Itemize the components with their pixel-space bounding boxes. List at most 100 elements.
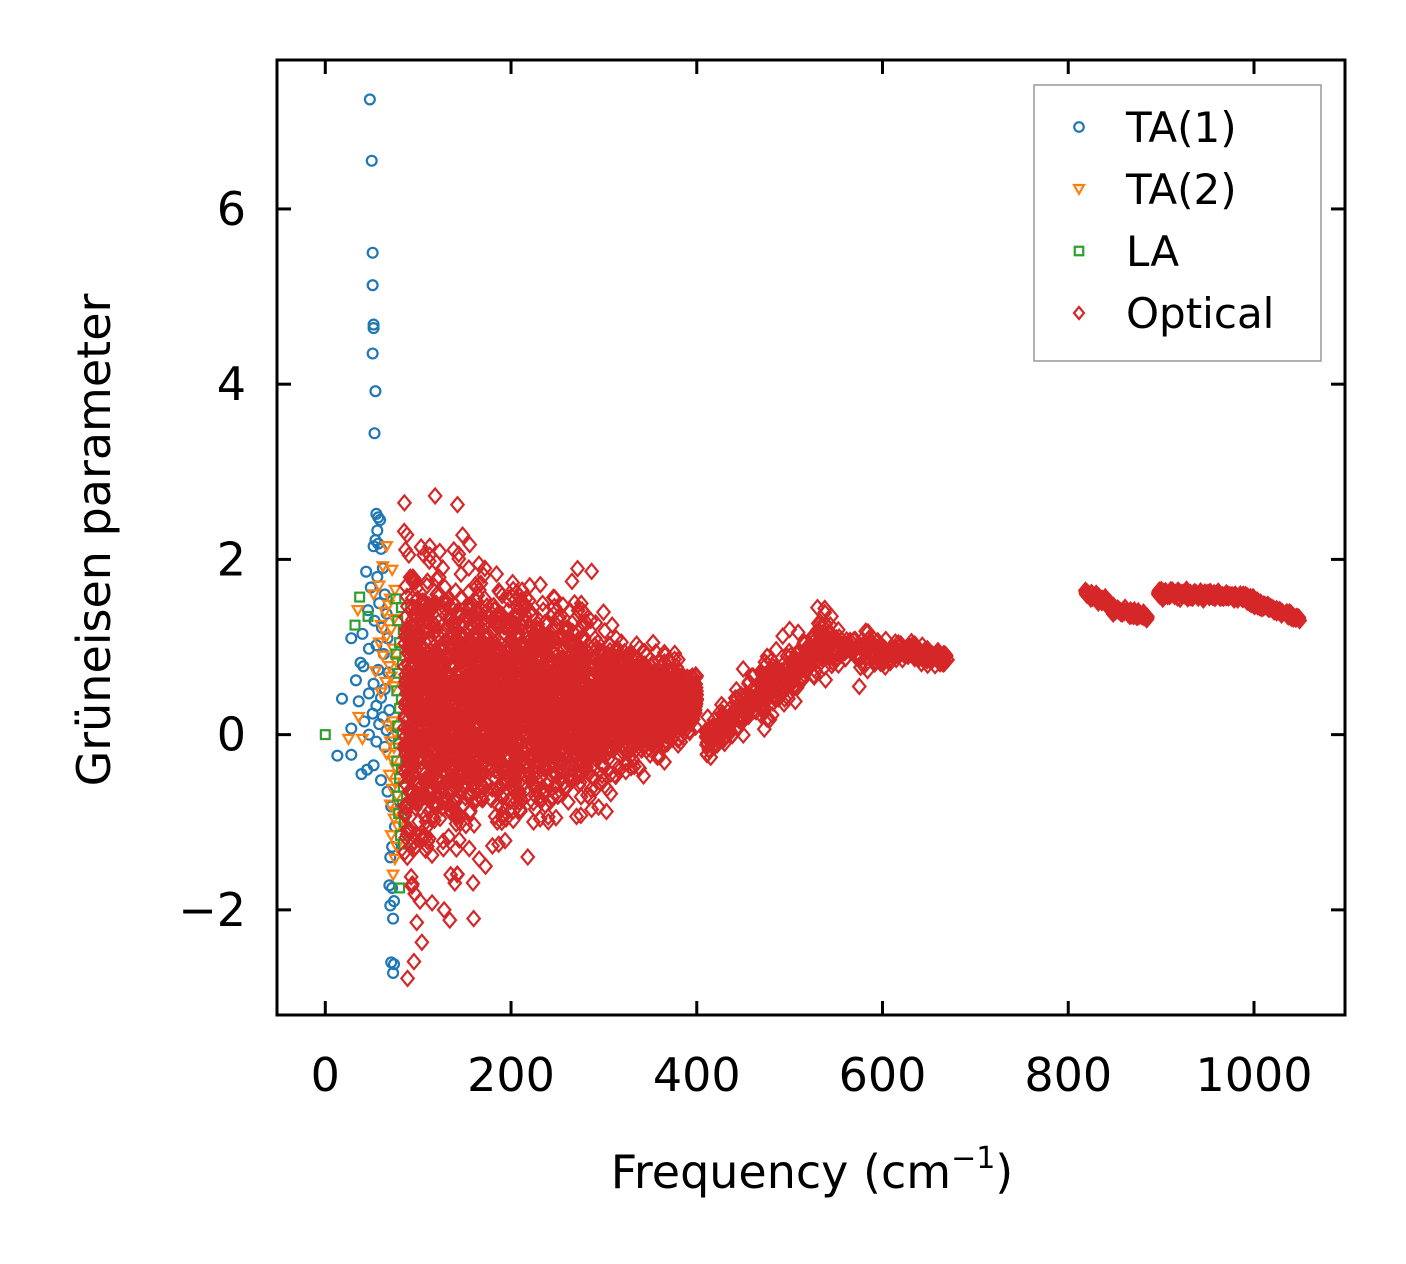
- optical-cluster-point: [481, 672, 497, 691]
- optical-cluster-point: [551, 675, 568, 695]
- optical-cluster-point: [756, 701, 772, 721]
- ta-1-point: [362, 642, 375, 655]
- optical-cluster-point: [592, 703, 608, 722]
- ta-1-point: [365, 154, 378, 167]
- optical-cluster-point: [493, 648, 509, 668]
- ta-1-point: [367, 540, 380, 553]
- optical-cluster-point: [457, 697, 474, 716]
- optical-cluster-point: [583, 562, 600, 581]
- ta-2-point: [355, 733, 370, 747]
- optical-cluster-point: [462, 801, 478, 820]
- ta-2-point: [351, 711, 366, 725]
- optical-cluster-point: [453, 629, 469, 648]
- optical-cluster-point: [589, 703, 605, 723]
- optical-cluster-point: [406, 598, 422, 617]
- optical-cluster-point: [571, 742, 587, 761]
- optical-cluster-point: [458, 816, 474, 835]
- ta-2-point: [350, 604, 365, 618]
- optical-cluster-point: [452, 741, 469, 760]
- optical-cluster-point: [399, 643, 416, 662]
- optical-cluster-point: [604, 616, 620, 635]
- optical-cluster-point: [441, 827, 457, 846]
- optical-cluster-point: [537, 796, 553, 815]
- optical-cluster-point: [465, 695, 482, 714]
- optical-cluster-point: [699, 745, 715, 764]
- optical-cluster-point: [429, 731, 446, 751]
- optical-cluster-point: [439, 734, 456, 753]
- optical-cluster-point: [789, 645, 805, 664]
- optical-cluster-point: [594, 655, 610, 674]
- ta-1-point: [369, 385, 382, 398]
- optical-cluster-point: [594, 766, 610, 785]
- optical-cluster-point: [511, 782, 528, 802]
- optical-cluster-point: [406, 686, 423, 705]
- optical-cluster-point: [618, 710, 635, 729]
- optical-cluster-point: [450, 764, 466, 784]
- optical-cluster-point: [451, 680, 468, 700]
- ta-2-point: [382, 661, 397, 674]
- optical-cluster-point: [930, 644, 946, 664]
- optical-cluster-point: [462, 535, 478, 554]
- optical-cluster-point: [557, 778, 573, 797]
- optical-cluster-point: [581, 788, 598, 807]
- optical-cluster-point: [508, 627, 525, 647]
- optical-cluster-point: [423, 616, 440, 636]
- ta-1-point: [371, 570, 384, 583]
- optical-cluster-point: [607, 765, 623, 785]
- optical-cluster-point: [890, 633, 906, 653]
- optical-cluster-point: [399, 587, 415, 606]
- ta-1-point: [374, 513, 387, 527]
- optical-cluster-point: [554, 652, 571, 672]
- optical-cluster-point: [524, 672, 540, 691]
- ta-1-point: [384, 899, 397, 912]
- optical-cluster-point: [681, 669, 697, 688]
- optical-cluster-point: [632, 638, 648, 658]
- optical-cluster-point: [410, 710, 426, 729]
- ta-2-point: [366, 589, 381, 602]
- optical-cluster-point: [774, 679, 790, 698]
- optical-cluster-point: [403, 703, 419, 722]
- optical-cluster-point: [536, 742, 552, 762]
- ta-2-point: [383, 799, 398, 812]
- optical-cluster-point: [487, 807, 503, 826]
- optical-cluster-point: [480, 697, 496, 717]
- optical-cluster-point: [713, 695, 730, 714]
- optical-cluster-point: [508, 724, 524, 743]
- optical-cluster-point: [397, 806, 413, 825]
- optical-cluster-point: [406, 952, 422, 971]
- optical-cluster-point: [403, 724, 419, 743]
- optical-cluster-point: [592, 773, 608, 792]
- optical-cluster-point: [626, 688, 642, 708]
- optical-cluster-point: [919, 651, 935, 670]
- optical-cluster-point: [453, 760, 469, 779]
- la-point: [362, 610, 374, 622]
- optical-cluster-point: [614, 677, 630, 697]
- optical-cluster-point: [553, 690, 570, 709]
- optical-cluster-point: [806, 646, 822, 666]
- optical-cluster-point: [574, 706, 591, 726]
- optical-cluster-point: [405, 750, 421, 770]
- optical-cluster-point: [517, 605, 533, 624]
- series-optical: [396, 486, 1308, 988]
- optical-cluster-point: [645, 683, 661, 702]
- optical-cluster-point: [540, 812, 556, 831]
- optical-cluster-point: [585, 653, 601, 673]
- optical-cluster-point: [397, 672, 414, 691]
- optical-cluster-point: [399, 848, 415, 867]
- ta-1-point: [386, 881, 399, 894]
- optical-cluster-point: [471, 555, 487, 574]
- optical-cluster-point: [518, 641, 535, 660]
- optical-cluster-point: [1205, 585, 1221, 604]
- optical-cluster-point: [561, 697, 578, 717]
- optical-cluster-point: [517, 765, 533, 785]
- optical-cluster-point: [433, 733, 449, 752]
- optical-cluster-point: [484, 836, 501, 856]
- ta-1-point: [363, 93, 376, 106]
- optical-cluster-point: [419, 787, 435, 806]
- optical-cluster-point: [569, 684, 586, 703]
- ta-2-point: [383, 593, 398, 606]
- optical-cluster-point: [435, 832, 451, 851]
- optical-cluster-point: [578, 613, 594, 632]
- optical-cluster-point: [431, 708, 448, 728]
- optical-cluster-point: [728, 689, 744, 708]
